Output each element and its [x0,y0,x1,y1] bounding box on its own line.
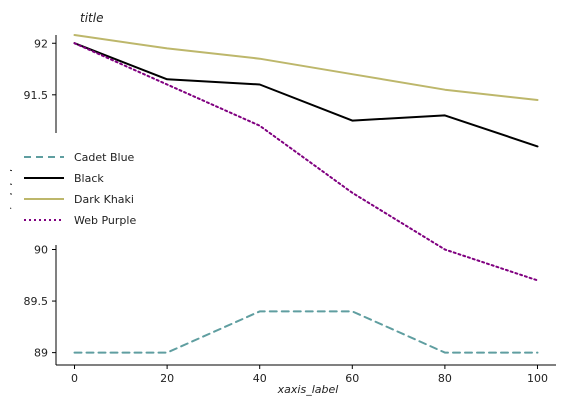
x-tick-label: 80 [438,372,452,385]
legend-label: Cadet Blue [74,151,135,164]
x-tick-label: 40 [253,372,267,385]
legend-label: Dark Khaki [74,193,134,206]
series-line-dark-khaki [73,34,539,101]
series-line-black [73,42,539,148]
x-tick-label: 60 [345,372,359,385]
x-tick-label: 100 [527,372,548,385]
y-tick-label: 89.5 [24,295,49,308]
series-line-cadet-blue [73,310,539,354]
x-tick-label: 20 [160,372,174,385]
series-line-web-purple [73,42,539,282]
y-tick-label: 89 [34,347,48,360]
chart-title: title [80,11,103,25]
y-tick-label: 92 [34,37,48,50]
x-tick-label: 0 [71,372,78,385]
legend-label: Web Purple [74,214,136,227]
legend-label: Black [74,172,104,185]
y-tick-label: 91.5 [24,89,49,102]
y-tick-label: 90 [34,244,48,257]
legend-box [12,133,169,245]
x-axis-title: xaxis_label [277,383,339,396]
